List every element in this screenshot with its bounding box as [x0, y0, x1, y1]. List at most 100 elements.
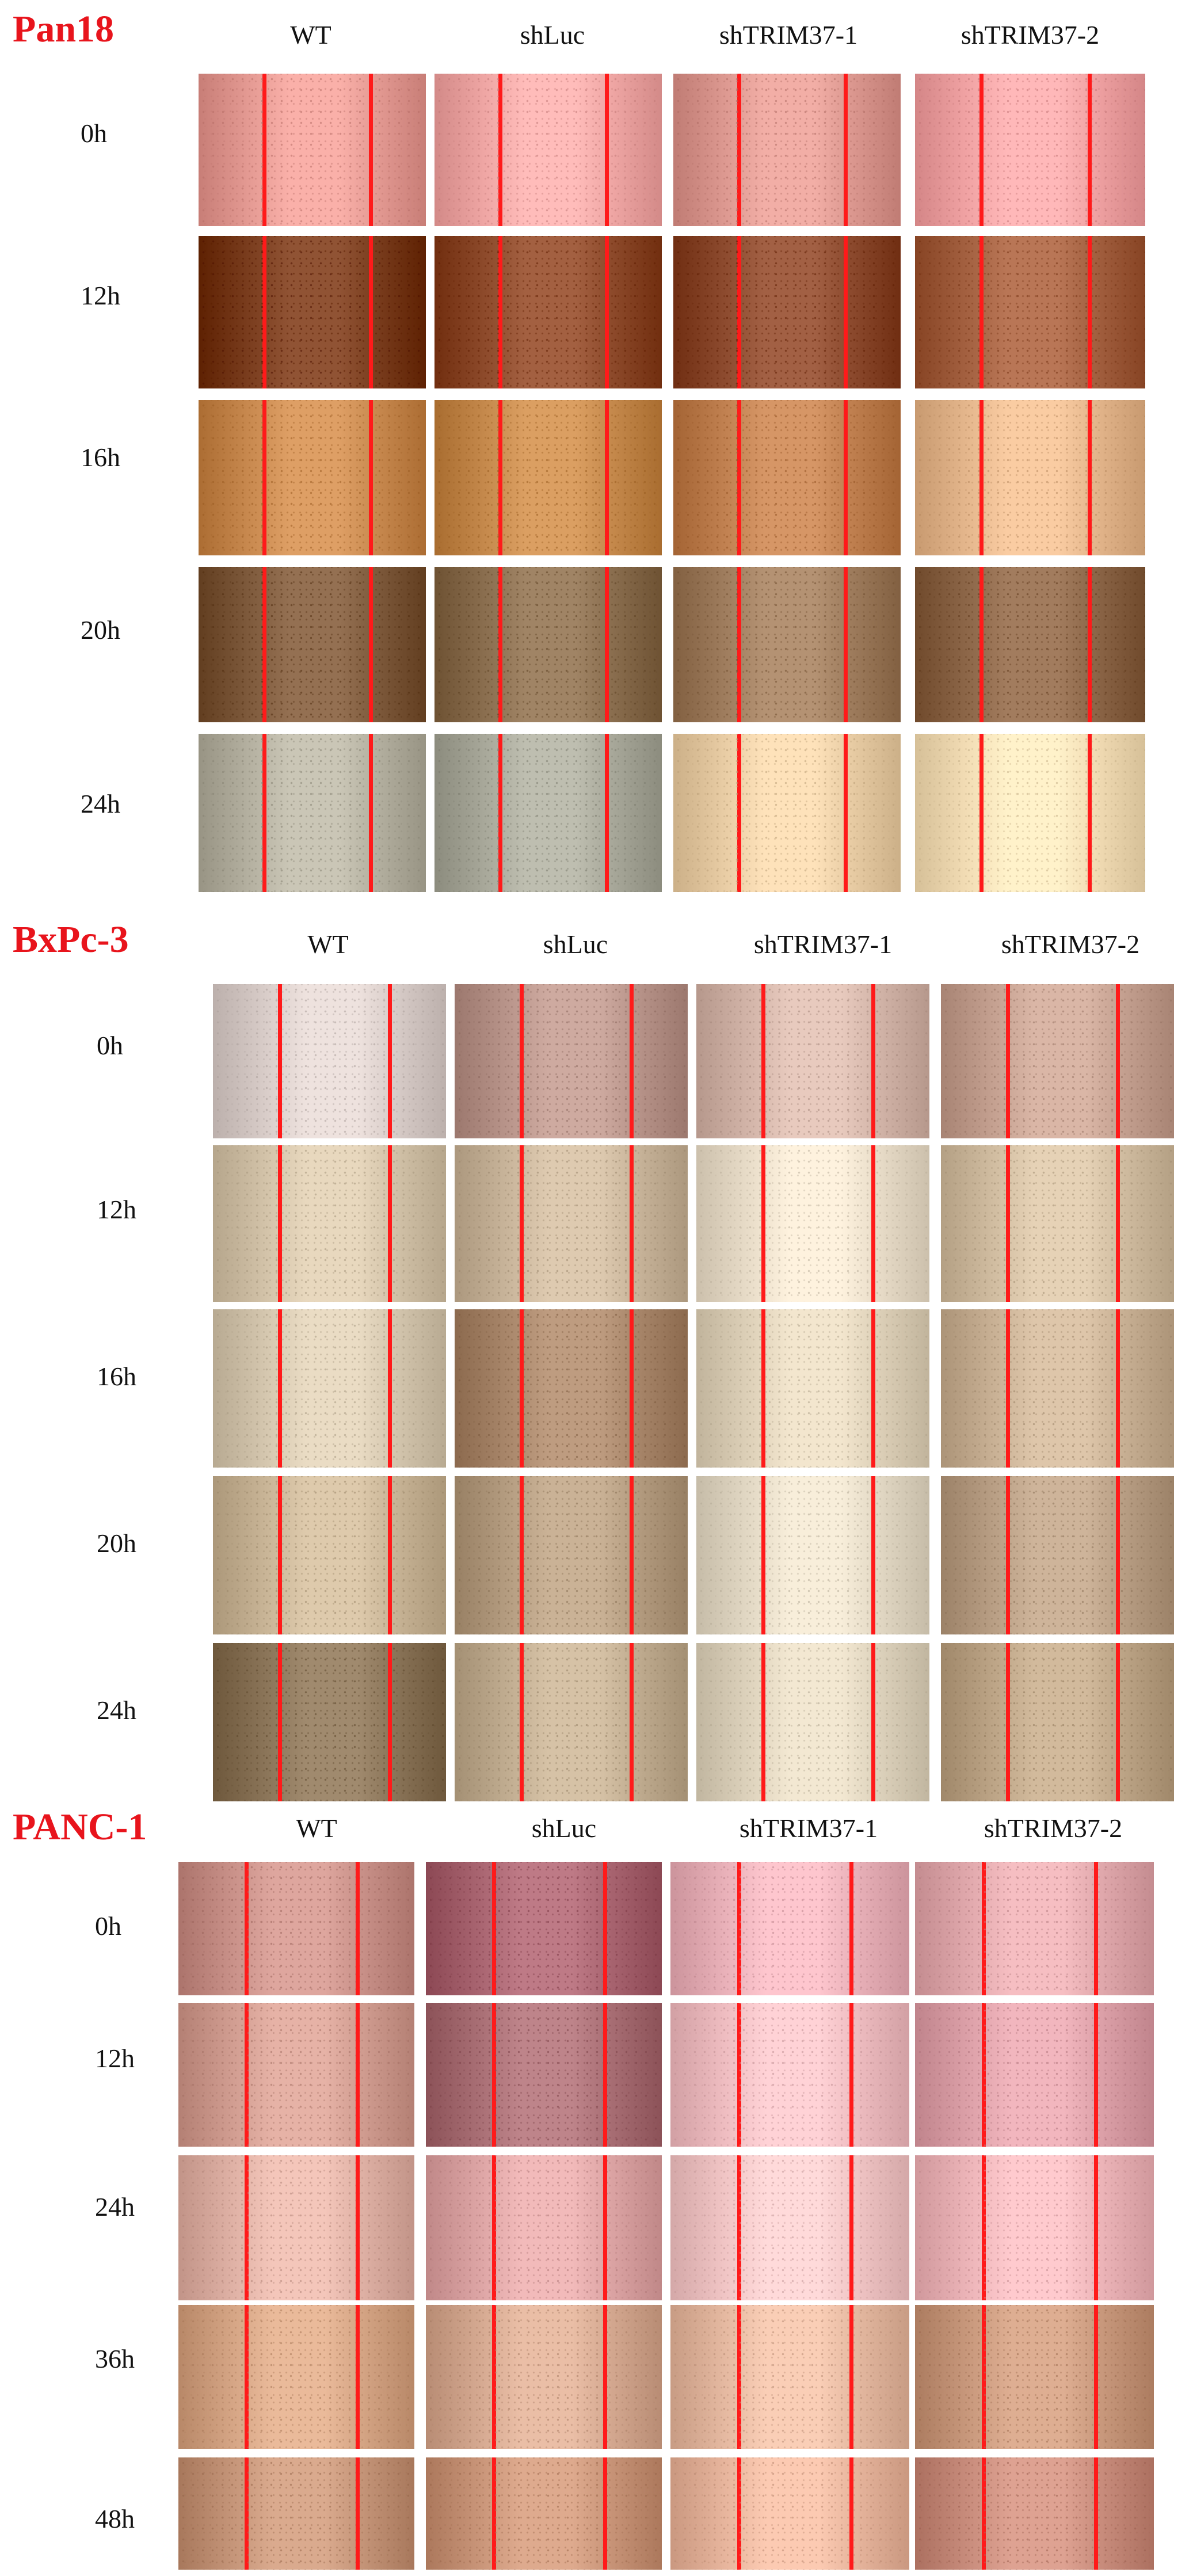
- wound-healing-image: [455, 984, 688, 1138]
- wound-healing-image: [673, 734, 901, 892]
- wound-healing-image: [178, 2457, 414, 2570]
- wound-healing-image: [696, 984, 929, 1138]
- panel-title: PANC-1: [13, 1806, 147, 1848]
- column-label: shLuc: [520, 20, 585, 49]
- cell-texture: [941, 1476, 1174, 1634]
- wound-healing-image: [434, 567, 662, 722]
- cell-texture: [673, 236, 901, 388]
- cell-texture: [426, 2457, 662, 2570]
- wound-healing-image: [455, 1643, 688, 1801]
- wound-healing-image: [178, 2305, 414, 2449]
- cell-texture: [915, 236, 1145, 388]
- cell-texture: [670, 2457, 909, 2570]
- cell-texture: [213, 1643, 446, 1801]
- wound-healing-image: [178, 2003, 414, 2147]
- column-label: shTRIM37-1: [719, 20, 858, 49]
- cell-texture: [199, 236, 426, 388]
- cell-texture: [455, 1476, 688, 1634]
- wound-healing-image: [941, 1309, 1174, 1468]
- cell-texture: [213, 1309, 446, 1468]
- wound-healing-image: [426, 2155, 662, 2300]
- wound-healing-image: [426, 1862, 662, 1995]
- cell-texture: [673, 400, 901, 555]
- wound-healing-image: [199, 734, 426, 892]
- cell-texture: [915, 1862, 1154, 1995]
- wound-healing-image: [213, 1145, 446, 1302]
- panel-pan18: Pan18 WT shLuc shTRIM37-1 shTRIM37-2 0h …: [0, 0, 1193, 909]
- cell-texture: [915, 400, 1145, 555]
- wound-healing-image: [434, 74, 662, 226]
- wound-healing-image: [434, 236, 662, 388]
- wound-healing-image: [673, 236, 901, 388]
- wound-healing-image: [915, 2305, 1154, 2449]
- wound-healing-image: [673, 567, 901, 722]
- wound-healing-image: [696, 1643, 929, 1801]
- wound-healing-image: [213, 1309, 446, 1468]
- wound-healing-image: [434, 734, 662, 892]
- wound-healing-image: [915, 74, 1145, 226]
- row-label: 0h: [97, 1031, 123, 1060]
- row-label: 16h: [81, 443, 120, 472]
- wound-healing-image: [213, 984, 446, 1138]
- cell-texture: [696, 1643, 929, 1801]
- cell-texture: [941, 1309, 1174, 1468]
- wound-healing-image: [915, 2155, 1154, 2300]
- wound-healing-image: [455, 1309, 688, 1468]
- wound-healing-image: [941, 1643, 1174, 1801]
- wound-healing-image: [915, 400, 1145, 555]
- cell-texture: [178, 2305, 414, 2449]
- wound-healing-image: [199, 236, 426, 388]
- cell-texture: [434, 567, 662, 722]
- wound-healing-image: [213, 1476, 446, 1634]
- cell-texture: [455, 1643, 688, 1801]
- row-label: 36h: [95, 2344, 135, 2373]
- wound-healing-image: [426, 2003, 662, 2147]
- cell-texture: [915, 2155, 1154, 2300]
- cell-texture: [941, 1145, 1174, 1302]
- cell-texture: [178, 2155, 414, 2300]
- wound-healing-image: [915, 1862, 1154, 1995]
- column-label: shTRIM37-2: [961, 20, 1100, 49]
- cell-texture: [426, 2155, 662, 2300]
- row-label: 20h: [97, 1529, 136, 1558]
- column-label: WT: [296, 1813, 337, 1843]
- cell-texture: [434, 734, 662, 892]
- wound-healing-image: [178, 2155, 414, 2300]
- wound-healing-image: [696, 1476, 929, 1634]
- cell-texture: [696, 1309, 929, 1468]
- cell-texture: [670, 2155, 909, 2300]
- wound-healing-image: [426, 2305, 662, 2449]
- cell-texture: [673, 567, 901, 722]
- cell-texture: [915, 734, 1145, 892]
- cell-texture: [199, 400, 426, 555]
- cell-texture: [455, 1145, 688, 1302]
- row-label: 12h: [97, 1195, 136, 1224]
- cell-texture: [915, 74, 1145, 226]
- cell-texture: [426, 2305, 662, 2449]
- wound-healing-image: [915, 734, 1145, 892]
- cell-texture: [426, 1862, 662, 1995]
- row-label: 24h: [81, 789, 120, 818]
- wound-healing-image: [199, 567, 426, 722]
- wound-healing-image: [915, 2457, 1154, 2570]
- panel-title: BxPc-3: [13, 919, 129, 961]
- wound-healing-image: [673, 74, 901, 226]
- cell-texture: [455, 984, 688, 1138]
- cell-texture: [915, 2305, 1154, 2449]
- wound-healing-image: [696, 1145, 929, 1302]
- cell-texture: [915, 2003, 1154, 2147]
- cell-texture: [213, 1145, 446, 1302]
- cell-texture: [178, 2003, 414, 2147]
- wound-healing-image: [941, 1145, 1174, 1302]
- wound-healing-image: [455, 1145, 688, 1302]
- cell-texture: [696, 984, 929, 1138]
- cell-texture: [434, 236, 662, 388]
- row-label: 0h: [95, 1911, 121, 1941]
- cell-texture: [915, 2457, 1154, 2570]
- column-label: shTRIM37-1: [753, 929, 893, 959]
- cell-texture: [213, 1476, 446, 1634]
- wound-healing-image: [213, 1643, 446, 1801]
- row-label: 12h: [81, 281, 120, 310]
- wound-healing-image: [670, 1862, 909, 1995]
